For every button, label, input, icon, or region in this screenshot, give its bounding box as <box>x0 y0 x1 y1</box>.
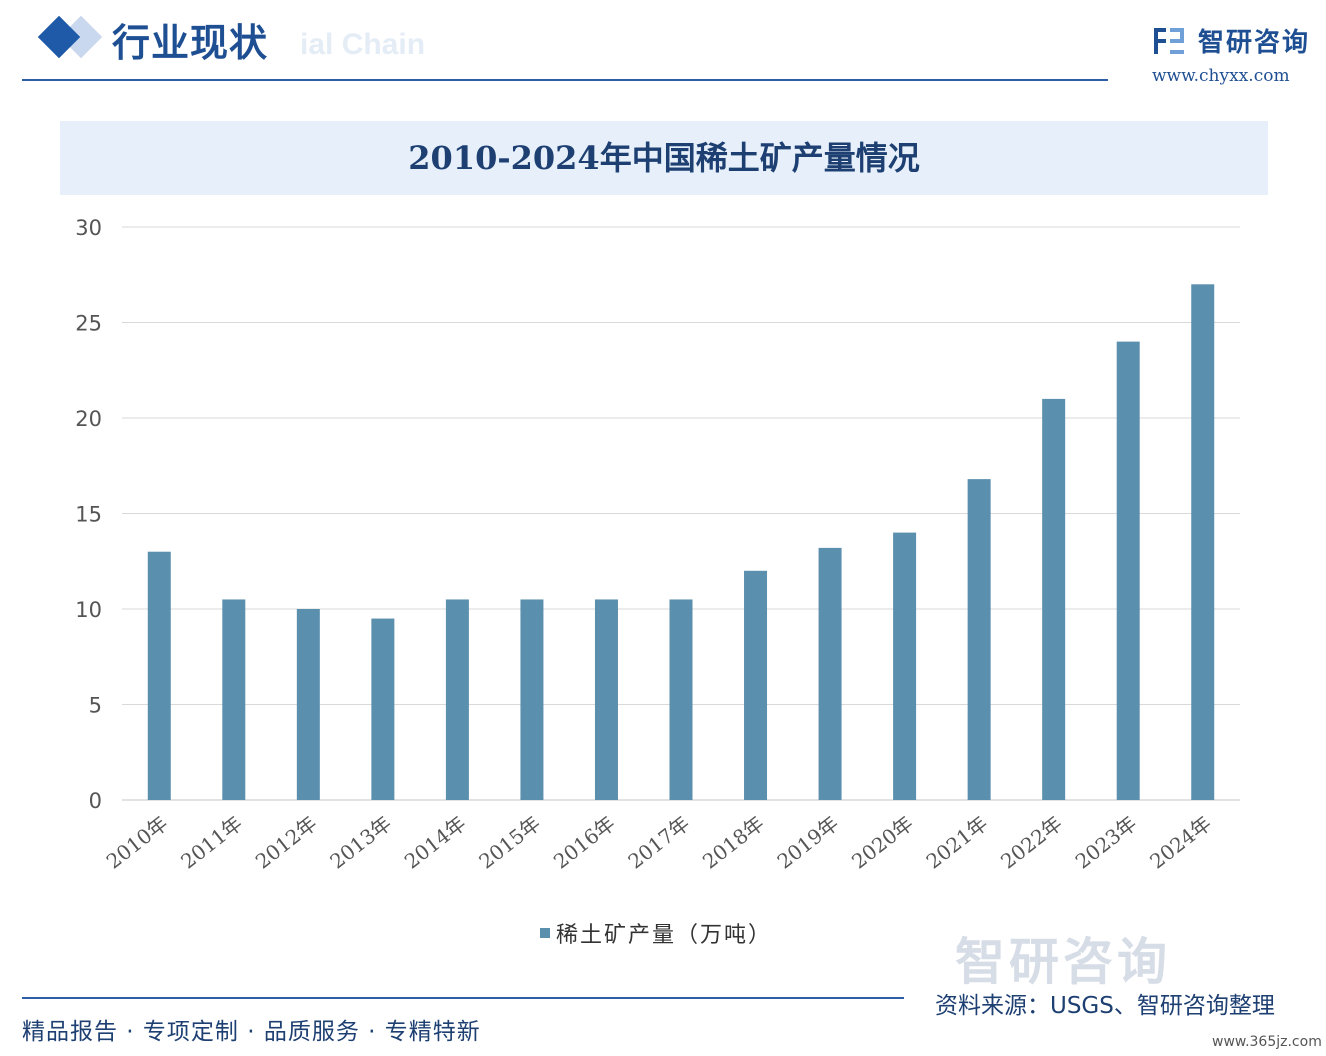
x-tick-label: 2011年 <box>176 811 247 874</box>
y-tick-label: 5 <box>89 694 102 718</box>
brand-name: 智研咨询 <box>1198 28 1311 58</box>
y-tick-label: 25 <box>75 312 102 336</box>
x-tick-label: 2013年 <box>325 811 396 874</box>
y-tick-label: 30 <box>75 216 102 240</box>
y-tick-label: 20 <box>75 407 102 431</box>
bar <box>818 547 842 800</box>
y-tick-label: 15 <box>75 503 102 527</box>
x-tick-label: 2023年 <box>1071 811 1142 874</box>
x-tick-label: 2016年 <box>549 811 620 874</box>
section-title: 行业现状 <box>112 20 269 65</box>
brand-logo-icon <box>1154 28 1184 54</box>
bar <box>1116 341 1140 800</box>
x-tick-label: 2024年 <box>1145 811 1216 874</box>
bar <box>1191 284 1215 800</box>
chart-title: 2010-2024年中国稀土矿产量情况 <box>408 139 920 177</box>
site-watermark: www.365jz.com <box>1212 1034 1322 1050</box>
x-tick-label: 2022年 <box>996 811 1067 874</box>
bar <box>1042 398 1066 800</box>
bar <box>520 599 544 800</box>
bar <box>445 599 469 800</box>
x-tick-label: 2012年 <box>251 811 322 874</box>
chart-legend: 稀土矿产量（万吨） <box>540 918 772 948</box>
y-tick-label: 0 <box>89 789 102 813</box>
legend-swatch <box>540 928 550 938</box>
header-divider <box>22 79 1108 81</box>
bar <box>594 599 618 800</box>
y-tick-label: 10 <box>75 598 102 622</box>
bar <box>669 599 693 800</box>
data-source: 资料来源：USGS、智研咨询整理 <box>935 993 1275 1019</box>
ghost-background-text: ial Chain <box>300 28 426 61</box>
x-tick-label: 2019年 <box>772 811 843 874</box>
x-tick-label: 2010年 <box>102 811 173 874</box>
watermark-text: 智研咨询 <box>955 933 1171 991</box>
x-tick-label: 2020年 <box>847 811 918 874</box>
page-header: 行业现状 ial Chain 智研咨询 www.chyxx.com <box>0 0 1326 100</box>
bar <box>967 479 991 800</box>
chart-title-band <box>60 121 1268 195</box>
footer-tagline: 精品报告 · 专项定制 · 品质服务 · 专精特新 <box>22 1019 481 1045</box>
x-tick-label: 2018年 <box>698 811 769 874</box>
bar <box>893 532 917 800</box>
bar <box>147 551 171 800</box>
bar <box>744 570 768 800</box>
x-tick-label: 2014年 <box>400 811 471 874</box>
bar <box>222 599 246 800</box>
bar <box>296 609 320 800</box>
x-tick-label: 2017年 <box>623 811 694 874</box>
footer-divider <box>22 997 904 999</box>
bar <box>371 618 395 800</box>
legend-label: 稀土矿产量（万吨） <box>556 923 773 948</box>
x-tick-label: 2015年 <box>474 811 545 874</box>
brand-url: www.chyxx.com <box>1152 66 1290 86</box>
x-tick-label: 2021年 <box>922 811 993 874</box>
